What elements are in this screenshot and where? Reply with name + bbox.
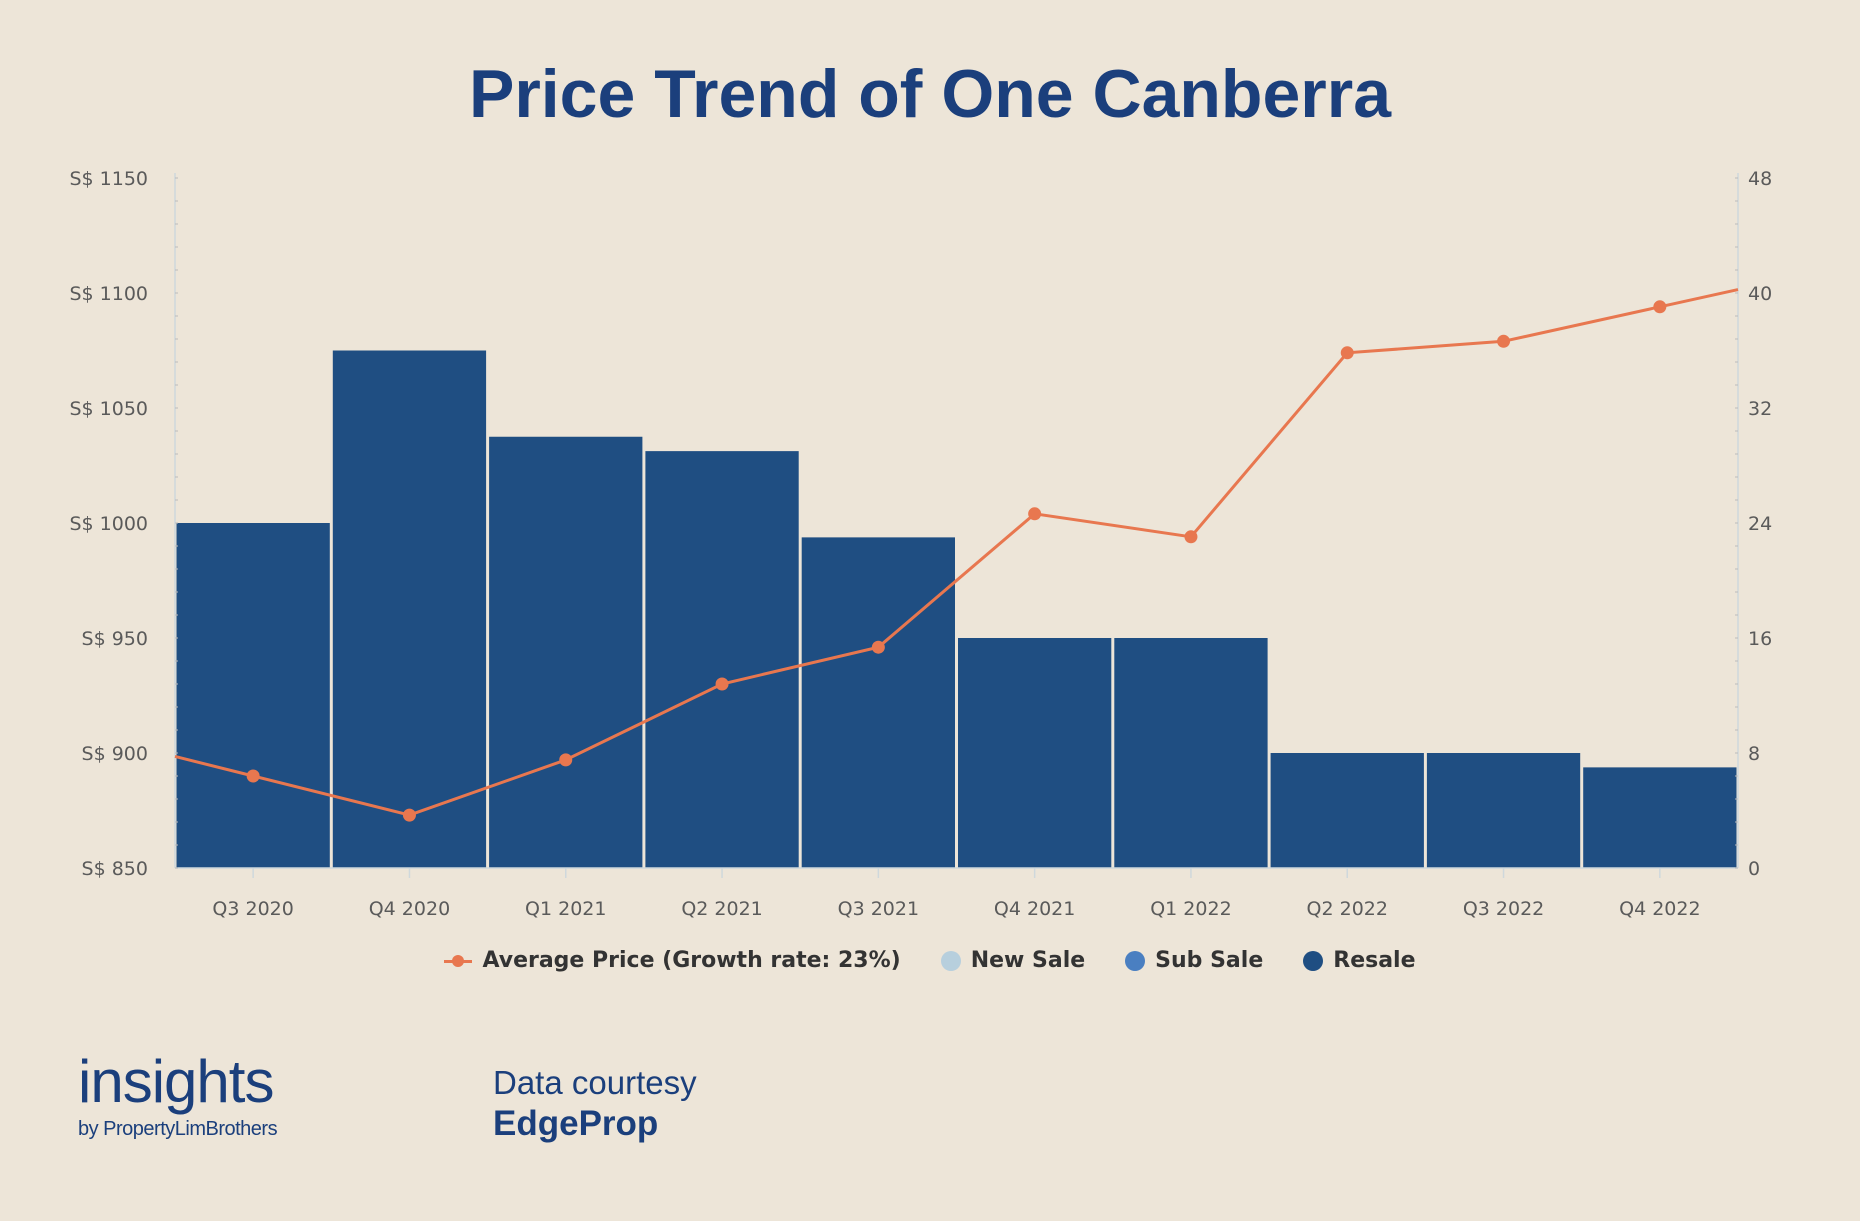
right-tick-label: 16: [1748, 628, 1772, 650]
price-point: [871, 640, 885, 654]
legend-item-sub-sale[interactable]: Sub Sale: [1125, 948, 1263, 973]
credit-label: Data courtesy: [493, 1064, 697, 1101]
legend-label: New Sale: [970, 948, 1086, 973]
legend-item-resale[interactable]: Resale: [1303, 948, 1416, 973]
price-point: [559, 753, 573, 767]
right-tick-label: 0: [1748, 858, 1760, 880]
price-point: [1497, 334, 1511, 348]
brand-logo: insights by PropertyLimBrothers: [78, 1048, 278, 1141]
price-point: [246, 769, 260, 783]
legend-item-average-price[interactable]: Average Price (Growth rate: 23%): [444, 948, 901, 973]
price-line-path: [174, 288, 1739, 817]
data-credit: Data courtesy EdgeProp: [493, 1064, 697, 1144]
x-tick-label: Q2 2021: [681, 898, 762, 920]
left-tick-label: S$ 950: [82, 628, 148, 650]
right-tick-label: 32: [1748, 398, 1772, 420]
price-point: [1340, 346, 1354, 360]
bars: [176, 350, 1737, 868]
x-tick-label: Q4 2022: [1619, 898, 1700, 920]
x-tick-label: Q2 2022: [1307, 898, 1388, 920]
x-tick-label: Q4 2021: [994, 898, 1075, 920]
price-line: [174, 288, 1739, 822]
circle-icon: [940, 950, 961, 971]
right-tick-label: 48: [1748, 168, 1772, 190]
circle-icon: [1125, 950, 1146, 971]
axes: S$ 850 S$ 900 S$ 950 S$ 1000 S$ 1050 S$ 1100 S…: [69, 168, 1772, 920]
left-tick-label: S$ 1150: [69, 168, 148, 190]
price-point: [1184, 530, 1198, 544]
price-point: [402, 808, 416, 822]
credit-source: EdgeProp: [493, 1104, 659, 1143]
bar-resale: [176, 523, 330, 868]
price-point: [1653, 300, 1667, 314]
chart-title: Price Trend of One Canberra: [468, 56, 1392, 132]
right-tick-label: 8: [1748, 743, 1760, 765]
legend-item-new-sale[interactable]: New Sale: [940, 948, 1086, 973]
left-tick-label: S$ 900: [82, 743, 148, 765]
right-tick-label: 40: [1748, 283, 1772, 305]
bar-resale: [1114, 638, 1268, 868]
circle-icon: [1303, 950, 1324, 971]
left-tick-label: S$ 850: [82, 858, 148, 880]
x-tick-label: Q1 2022: [1150, 898, 1231, 920]
price-point: [715, 677, 729, 691]
x-tick-label: Q4 2020: [369, 898, 450, 920]
x-tick-label: Q3 2021: [838, 898, 919, 920]
left-tick-label: S$ 1050: [69, 398, 148, 420]
legend-label: Resale: [1333, 948, 1416, 973]
bar-resale: [801, 537, 955, 868]
line-marker-icon: [444, 951, 473, 971]
bar-resale: [645, 451, 799, 868]
bar-resale: [1583, 767, 1737, 868]
legend: Average Price (Growth rate: 23%) New Sal…: [0, 948, 1860, 973]
x-tick-label: Q3 2020: [212, 898, 293, 920]
legend-label: Average Price (Growth rate: 23%): [482, 948, 901, 973]
left-tick-label: S$ 1000: [69, 513, 148, 535]
bar-resale: [1270, 753, 1424, 868]
bar-resale: [332, 350, 487, 868]
bar-resale: [489, 436, 643, 868]
bar-resale: [1426, 753, 1581, 868]
x-tick-label: Q3 2022: [1463, 898, 1544, 920]
left-tick-label: S$ 1100: [69, 283, 148, 305]
x-tick-label: Q1 2021: [525, 898, 606, 920]
price-point: [1028, 507, 1042, 521]
bar-resale: [958, 638, 1112, 868]
brand-main: insights: [78, 1048, 274, 1115]
legend-label: Sub Sale: [1155, 948, 1264, 973]
right-tick-label: 24: [1748, 513, 1772, 535]
brand-sub: by PropertyLimBrothers: [78, 1118, 278, 1140]
